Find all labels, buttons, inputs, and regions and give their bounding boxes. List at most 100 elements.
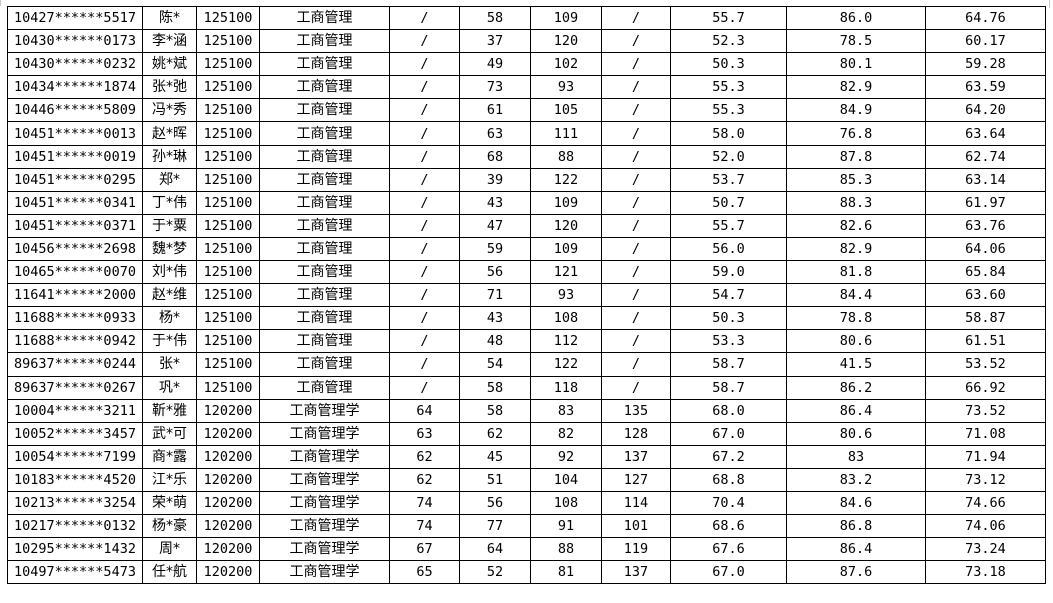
score-1-cell: / <box>389 283 460 308</box>
major-code-cell: 120200 <box>196 467 260 492</box>
score-4-cell: 127 <box>601 467 671 492</box>
score-1-cell: 62 <box>389 444 460 469</box>
interview-score-cell: 82.6 <box>786 213 926 238</box>
score-2-cell: 58 <box>459 398 531 423</box>
total-score-cell: 71.94 <box>925 444 1046 469</box>
total-score-cell: 65.84 <box>925 260 1046 285</box>
table-row: 10430******0232 姚*斌 125100 工商管理/49 102/50.3 8… <box>7 52 1046 77</box>
interview-score-cell: 86.8 <box>786 514 926 539</box>
preliminary-score-cell: 58.0 <box>670 121 787 146</box>
score-4-cell: / <box>601 213 671 238</box>
candidate-name-cell: 于*粟 <box>142 213 197 238</box>
score-2-cell: 54 <box>459 352 531 377</box>
preliminary-score-cell: 53.7 <box>670 167 787 192</box>
total-score-cell: 73.24 <box>925 537 1046 562</box>
interview-score-cell: 82.9 <box>786 75 926 100</box>
score-2-cell: 56 <box>459 260 531 285</box>
score-1-cell: / <box>389 306 460 331</box>
candidate-name-cell: 孙*琳 <box>142 144 197 169</box>
table-row: 10004******3211 靳*雅 120200 工商管理学 64 58 83 135 68… <box>7 398 1046 423</box>
major-name-cell: 工商管理学 <box>259 467 390 492</box>
page-corner-mark-left <box>0 0 1 6</box>
score-2-cell: 73 <box>459 75 531 100</box>
major-code-cell: 125100 <box>196 167 260 192</box>
interview-score-cell: 80.1 <box>786 52 926 77</box>
table-row: 10451******0019 孙*琳 125100 工商管理/68 88/52.0 87… <box>7 144 1046 169</box>
score-4-cell: 128 <box>601 421 671 446</box>
candidate-name-cell: 姚*斌 <box>142 52 197 77</box>
preliminary-score-cell: 50.3 <box>670 306 787 331</box>
candidate-name-cell: 荣*萌 <box>142 490 197 516</box>
major-code-cell: 125100 <box>196 306 260 331</box>
candidate-id-cell: 11641******2000 <box>7 283 143 308</box>
table-row: 10217******0132 杨*豪 120200 工商管理学 74 77 91 101 68… <box>7 514 1046 539</box>
score-2-cell: 63 <box>459 121 531 146</box>
table-row: 10183******4520 江*乐 120200 工商管理学 62 51 104 127 6… <box>7 467 1046 492</box>
score-4-cell: 137 <box>601 560 671 585</box>
major-code-cell: 120200 <box>196 490 260 516</box>
score-3-cell: 91 <box>530 514 602 539</box>
major-name-cell: 工商管理 <box>259 29 390 54</box>
total-score-cell: 73.52 <box>925 398 1046 423</box>
total-score-cell: 63.59 <box>925 75 1046 100</box>
total-score-cell: 66.92 <box>925 375 1046 400</box>
interview-score-cell: 83.2 <box>786 467 926 492</box>
score-3-cell: 105 <box>530 98 602 123</box>
table-row: 10430******0173 李*涵 125100 工商管理/37 120/52.3 7… <box>7 29 1046 54</box>
total-score-cell: 63.76 <box>925 213 1046 238</box>
score-4-cell: / <box>601 75 671 100</box>
candidate-name-cell: 江*乐 <box>142 467 197 492</box>
table-row: 10213******3254 荣*萌 120200 工商管理学 74 56 108 114 7… <box>7 490 1046 516</box>
interview-score-cell: 84.9 <box>786 98 926 123</box>
score-2-cell: 49 <box>459 52 531 77</box>
major-code-cell: 125100 <box>196 121 260 146</box>
interview-score-cell: 76.8 <box>786 121 926 146</box>
candidate-id-cell: 10451******0295 <box>7 167 143 192</box>
score-2-cell: 71 <box>459 283 531 308</box>
interview-score-cell: 41.5 <box>786 352 926 377</box>
score-2-cell: 68 <box>459 144 531 169</box>
total-score-cell: 64.20 <box>925 98 1046 123</box>
candidate-name-cell: 靳*雅 <box>142 398 197 423</box>
table-row: 10295******1432 周* 120200 工商管理学 67 64 88 119 67.… <box>7 537 1046 562</box>
page-corner-mark-right <box>1049 0 1050 8</box>
candidate-name-cell: 魏*梦 <box>142 236 197 262</box>
score-1-cell: / <box>389 352 460 377</box>
candidate-name-cell: 郑* <box>142 167 197 192</box>
candidate-name-cell: 周* <box>142 537 197 562</box>
preliminary-score-cell: 70.4 <box>670 490 787 516</box>
major-name-cell: 工商管理 <box>259 52 390 77</box>
table-row: 10451******0013 赵*晖 125100 工商管理/63 111/58.0 7… <box>7 121 1046 146</box>
score-1-cell: 62 <box>389 467 460 492</box>
score-3-cell: 81 <box>530 560 602 585</box>
table-row: 11688******0942 于*伟 125100 工商管理/48 112/53.3 8… <box>7 329 1046 354</box>
score-2-cell: 39 <box>459 167 531 192</box>
score-4-cell: / <box>601 306 671 331</box>
table-row: 10054******7199 商*露 120200 工商管理学 62 45 92 137 67… <box>7 444 1046 469</box>
major-name-cell: 工商管理 <box>259 283 390 308</box>
preliminary-score-cell: 50.7 <box>670 190 787 215</box>
score-table: 10427******5517 陈* 125100 工商管理/58 109/55.7 86… <box>7 5 1046 585</box>
candidate-id-cell: 10430******0173 <box>7 29 143 54</box>
candidate-name-cell: 丁*伟 <box>142 190 197 215</box>
total-score-cell: 61.51 <box>925 329 1046 354</box>
score-2-cell: 64 <box>459 537 531 562</box>
score-4-cell: / <box>601 98 671 123</box>
major-name-cell: 工商管理 <box>259 75 390 100</box>
candidate-id-cell: 10451******0013 <box>7 121 143 146</box>
preliminary-score-cell: 55.7 <box>670 5 787 31</box>
preliminary-score-cell: 67.2 <box>670 444 787 469</box>
score-1-cell: / <box>389 236 460 262</box>
major-name-cell: 工商管理学 <box>259 490 390 516</box>
score-3-cell: 108 <box>530 490 602 516</box>
score-1-cell: / <box>389 144 460 169</box>
candidate-name-cell: 陈* <box>142 5 197 31</box>
candidate-name-cell: 张* <box>142 352 197 377</box>
candidate-id-cell: 10295******1432 <box>7 537 143 562</box>
score-3-cell: 122 <box>530 167 602 192</box>
score-4-cell: / <box>601 283 671 308</box>
score-3-cell: 121 <box>530 260 602 285</box>
candidate-id-cell: 10213******3254 <box>7 490 143 516</box>
score-2-cell: 59 <box>459 236 531 262</box>
score-2-cell: 62 <box>459 421 531 446</box>
